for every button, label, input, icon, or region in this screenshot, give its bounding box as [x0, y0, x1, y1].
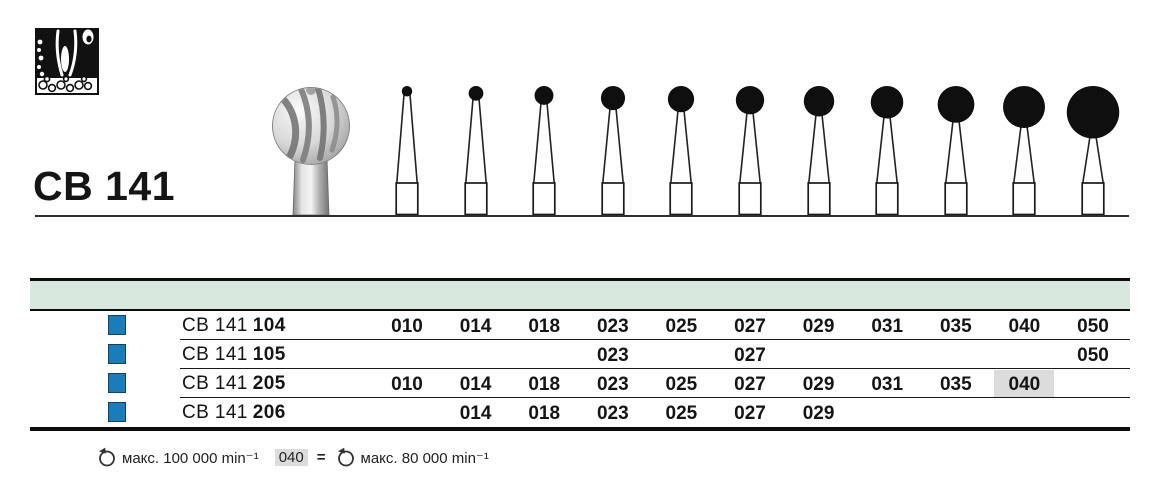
bur-figure — [463, 86, 488, 216]
row-divider — [180, 338, 1130, 340]
page-title: CB 141 — [33, 163, 176, 209]
table-row: CB 141 205 010 014 018 023 025 027 029 031 035 040 — [30, 369, 1130, 398]
bur-figure — [870, 86, 904, 216]
bur-figure-row — [0, 70, 1176, 216]
rotation-ccw-icon — [99, 447, 115, 467]
size-cell: 031 — [871, 315, 904, 337]
size-cell: 014 — [459, 402, 492, 424]
size-cell: 010 — [391, 315, 423, 337]
bur-photo — [272, 87, 350, 216]
size-cell: 010 — [391, 373, 423, 395]
size-cell: 035 — [939, 373, 972, 395]
size-cell: 025 — [665, 373, 698, 395]
size-cell: 035 — [939, 315, 972, 337]
product-marker-icon — [108, 344, 126, 364]
product-code: CB 141 104 — [182, 315, 286, 336]
size-cell: 025 — [665, 315, 698, 337]
figure-baseline — [35, 215, 1129, 217]
size-cell: 029 — [802, 315, 835, 337]
size-cell: 029 — [802, 373, 835, 395]
size-cell: 050 — [1077, 315, 1109, 337]
product-marker-icon — [108, 402, 126, 422]
reduced-speed-label: макс. 80 000 min⁻¹ — [360, 449, 489, 467]
size-cell: 027 — [734, 344, 766, 366]
size-cell: 023 — [596, 373, 629, 395]
size-cell: 027 — [734, 402, 766, 424]
product-code: CB 141 105 — [182, 344, 286, 365]
table-row: CB 141 105 023 027 050 — [30, 340, 1130, 369]
bone-teeth-pictogram-icon — [35, 28, 99, 95]
rotation-ccw-icon — [337, 447, 354, 467]
product-code: CB 141 206 — [182, 402, 286, 423]
size-cell: 027 — [734, 315, 766, 337]
bur-figure — [600, 86, 625, 216]
size-cell: 029 — [802, 402, 835, 424]
size-cell: 014 — [459, 373, 492, 395]
product-marker-icon — [108, 373, 126, 393]
bur-figure — [395, 86, 419, 216]
row-divider — [180, 367, 1130, 369]
max-speed-label: макс. 100 000 min⁻¹ — [122, 449, 259, 467]
row-divider — [180, 396, 1130, 398]
size-cell: 050 — [1077, 344, 1109, 366]
size-cell: 023 — [596, 402, 629, 424]
bur-figure — [803, 86, 834, 216]
speed-badge: 040 — [274, 449, 308, 466]
size-cell: 023 — [596, 315, 629, 337]
size-cell: 023 — [596, 344, 629, 366]
size-cell: 031 — [871, 373, 904, 395]
product-marker-icon — [108, 315, 126, 335]
product-code: CB 141 205 — [182, 373, 286, 394]
size-cell: 018 — [528, 373, 561, 395]
speed-note: макс. 100 000 min⁻¹ 040 = макс. 80 000 m… — [96, 447, 489, 468]
table-header-rule — [30, 309, 1130, 311]
size-cell: 018 — [528, 402, 561, 424]
size-cell: 040 — [994, 369, 1055, 398]
product-table: CB 141 104 010 014 018 023 025 027 029 031 035 040 0… — [30, 278, 1130, 431]
size-cell: 018 — [528, 315, 561, 337]
table-top-rule — [30, 278, 1130, 281]
equals-sign: = — [316, 449, 326, 466]
bur-figure — [937, 86, 975, 216]
size-cell: 014 — [459, 315, 492, 337]
table-bottom-rule — [30, 427, 1130, 431]
table-row: CB 141 104 010 014 018 023 025 027 029 031 035 040 0… — [30, 311, 1130, 340]
bur-figure — [735, 86, 765, 216]
bur-figure — [668, 86, 695, 216]
bur-figure — [1066, 86, 1120, 216]
size-cell: 040 — [1008, 315, 1041, 337]
size-cell: 027 — [734, 373, 766, 395]
size-cell: 025 — [665, 402, 698, 424]
table-header-band — [30, 281, 1130, 309]
table-row: CB 141 206 014 018 023 025 027 029 — [30, 398, 1130, 427]
bur-figure — [1003, 86, 1046, 216]
bur-figure — [532, 86, 556, 216]
table-rows: CB 141 104 010 014 018 023 025 027 029 031 035 040 0… — [30, 311, 1130, 427]
